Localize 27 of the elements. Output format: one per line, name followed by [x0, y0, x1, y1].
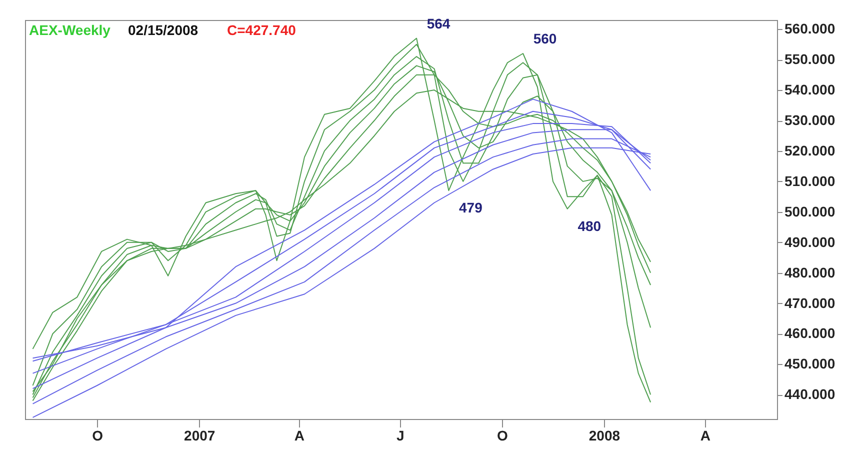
y-tick-label: 460.000	[784, 325, 836, 342]
chart-title: AEX-Weekly	[29, 22, 111, 38]
annotation: C=427.740	[227, 22, 296, 38]
annotation: 479	[459, 200, 483, 216]
y-tick-label: 550.000	[784, 51, 836, 68]
annotation: 02/15/2008	[128, 22, 198, 38]
y-tick-label: 450.000	[784, 356, 836, 372]
x-tick-label: J	[396, 428, 404, 444]
annotation: 560	[533, 30, 557, 47]
y-tick-label: 440.000	[784, 386, 836, 402]
y-tick-label: 480.000	[784, 264, 836, 280]
y-tick-label: 510.000	[784, 172, 836, 189]
y-tick-label: 560.000	[784, 20, 836, 37]
y-tick-label: 530.000	[784, 112, 836, 128]
y-tick-label: 470.000	[784, 294, 836, 311]
annotation: 480	[578, 218, 602, 234]
x-tick-label: A	[294, 428, 305, 444]
y-tick-label: 540.000	[784, 82, 836, 98]
x-tick-label: 2007	[184, 428, 216, 444]
x-tick-label: O	[496, 428, 508, 444]
x-tick-label: 2008	[588, 428, 620, 444]
y-tick-label: 520.000	[784, 142, 836, 158]
annotation: 564	[426, 15, 450, 32]
y-tick-label: 490.000	[784, 234, 836, 250]
y-tick-label: 500.000	[784, 203, 836, 220]
x-tick-label: O	[92, 428, 104, 444]
x-tick-label: A	[700, 428, 710, 444]
